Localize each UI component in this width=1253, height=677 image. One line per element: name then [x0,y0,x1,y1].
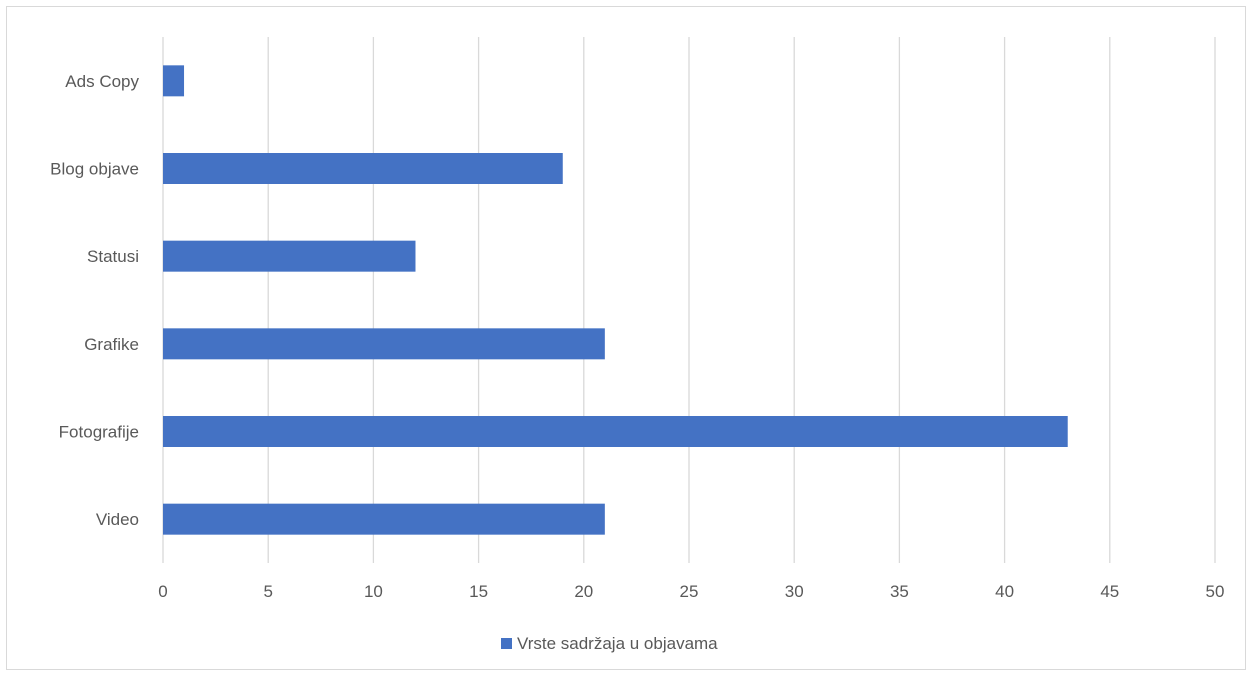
x-tick-label: 20 [574,582,593,601]
legend-swatch [501,638,512,649]
x-tick-label: 45 [1100,582,1119,601]
category-labels: Ads Copy Blog objave Statusi Grafike Fotogra… [50,72,139,529]
bar [163,65,185,97]
x-tick-label: 5 [263,582,272,601]
x-tick-label: 30 [785,582,804,601]
x-tick-label: 35 [890,582,909,601]
bar [163,240,416,272]
bar [163,328,605,360]
category-label: Fotografije [59,423,139,442]
category-label: Video [96,510,139,529]
category-label: Ads Copy [65,72,139,91]
bar [163,153,563,184]
x-tick-label: 0 [158,582,167,601]
x-tick-label: 25 [680,582,699,601]
bar [163,503,605,535]
x-tick-label: 10 [364,582,383,601]
category-label: Blog objave [50,160,139,179]
x-tick-label: 50 [1206,582,1225,601]
category-label: Statusi [87,247,139,266]
gridlines [162,37,1216,563]
chart-frame: Ads Copy Blog objave Statusi Grafike Fotogra… [6,6,1246,670]
legend-label: Vrste sadržaja u objavama [517,634,718,653]
bar [163,416,1068,447]
legend: Vrste sadržaja u objavama [501,634,718,653]
category-label: Grafike [84,335,139,354]
bars [163,65,1068,535]
x-tick-label: 15 [469,582,488,601]
x-axis-ticks: 0 5 10 15 20 25 30 35 40 45 50 [158,582,1224,601]
bar-chart: Ads Copy Blog objave Statusi Grafike Fotogra… [50,37,1224,653]
x-tick-label: 40 [995,582,1014,601]
